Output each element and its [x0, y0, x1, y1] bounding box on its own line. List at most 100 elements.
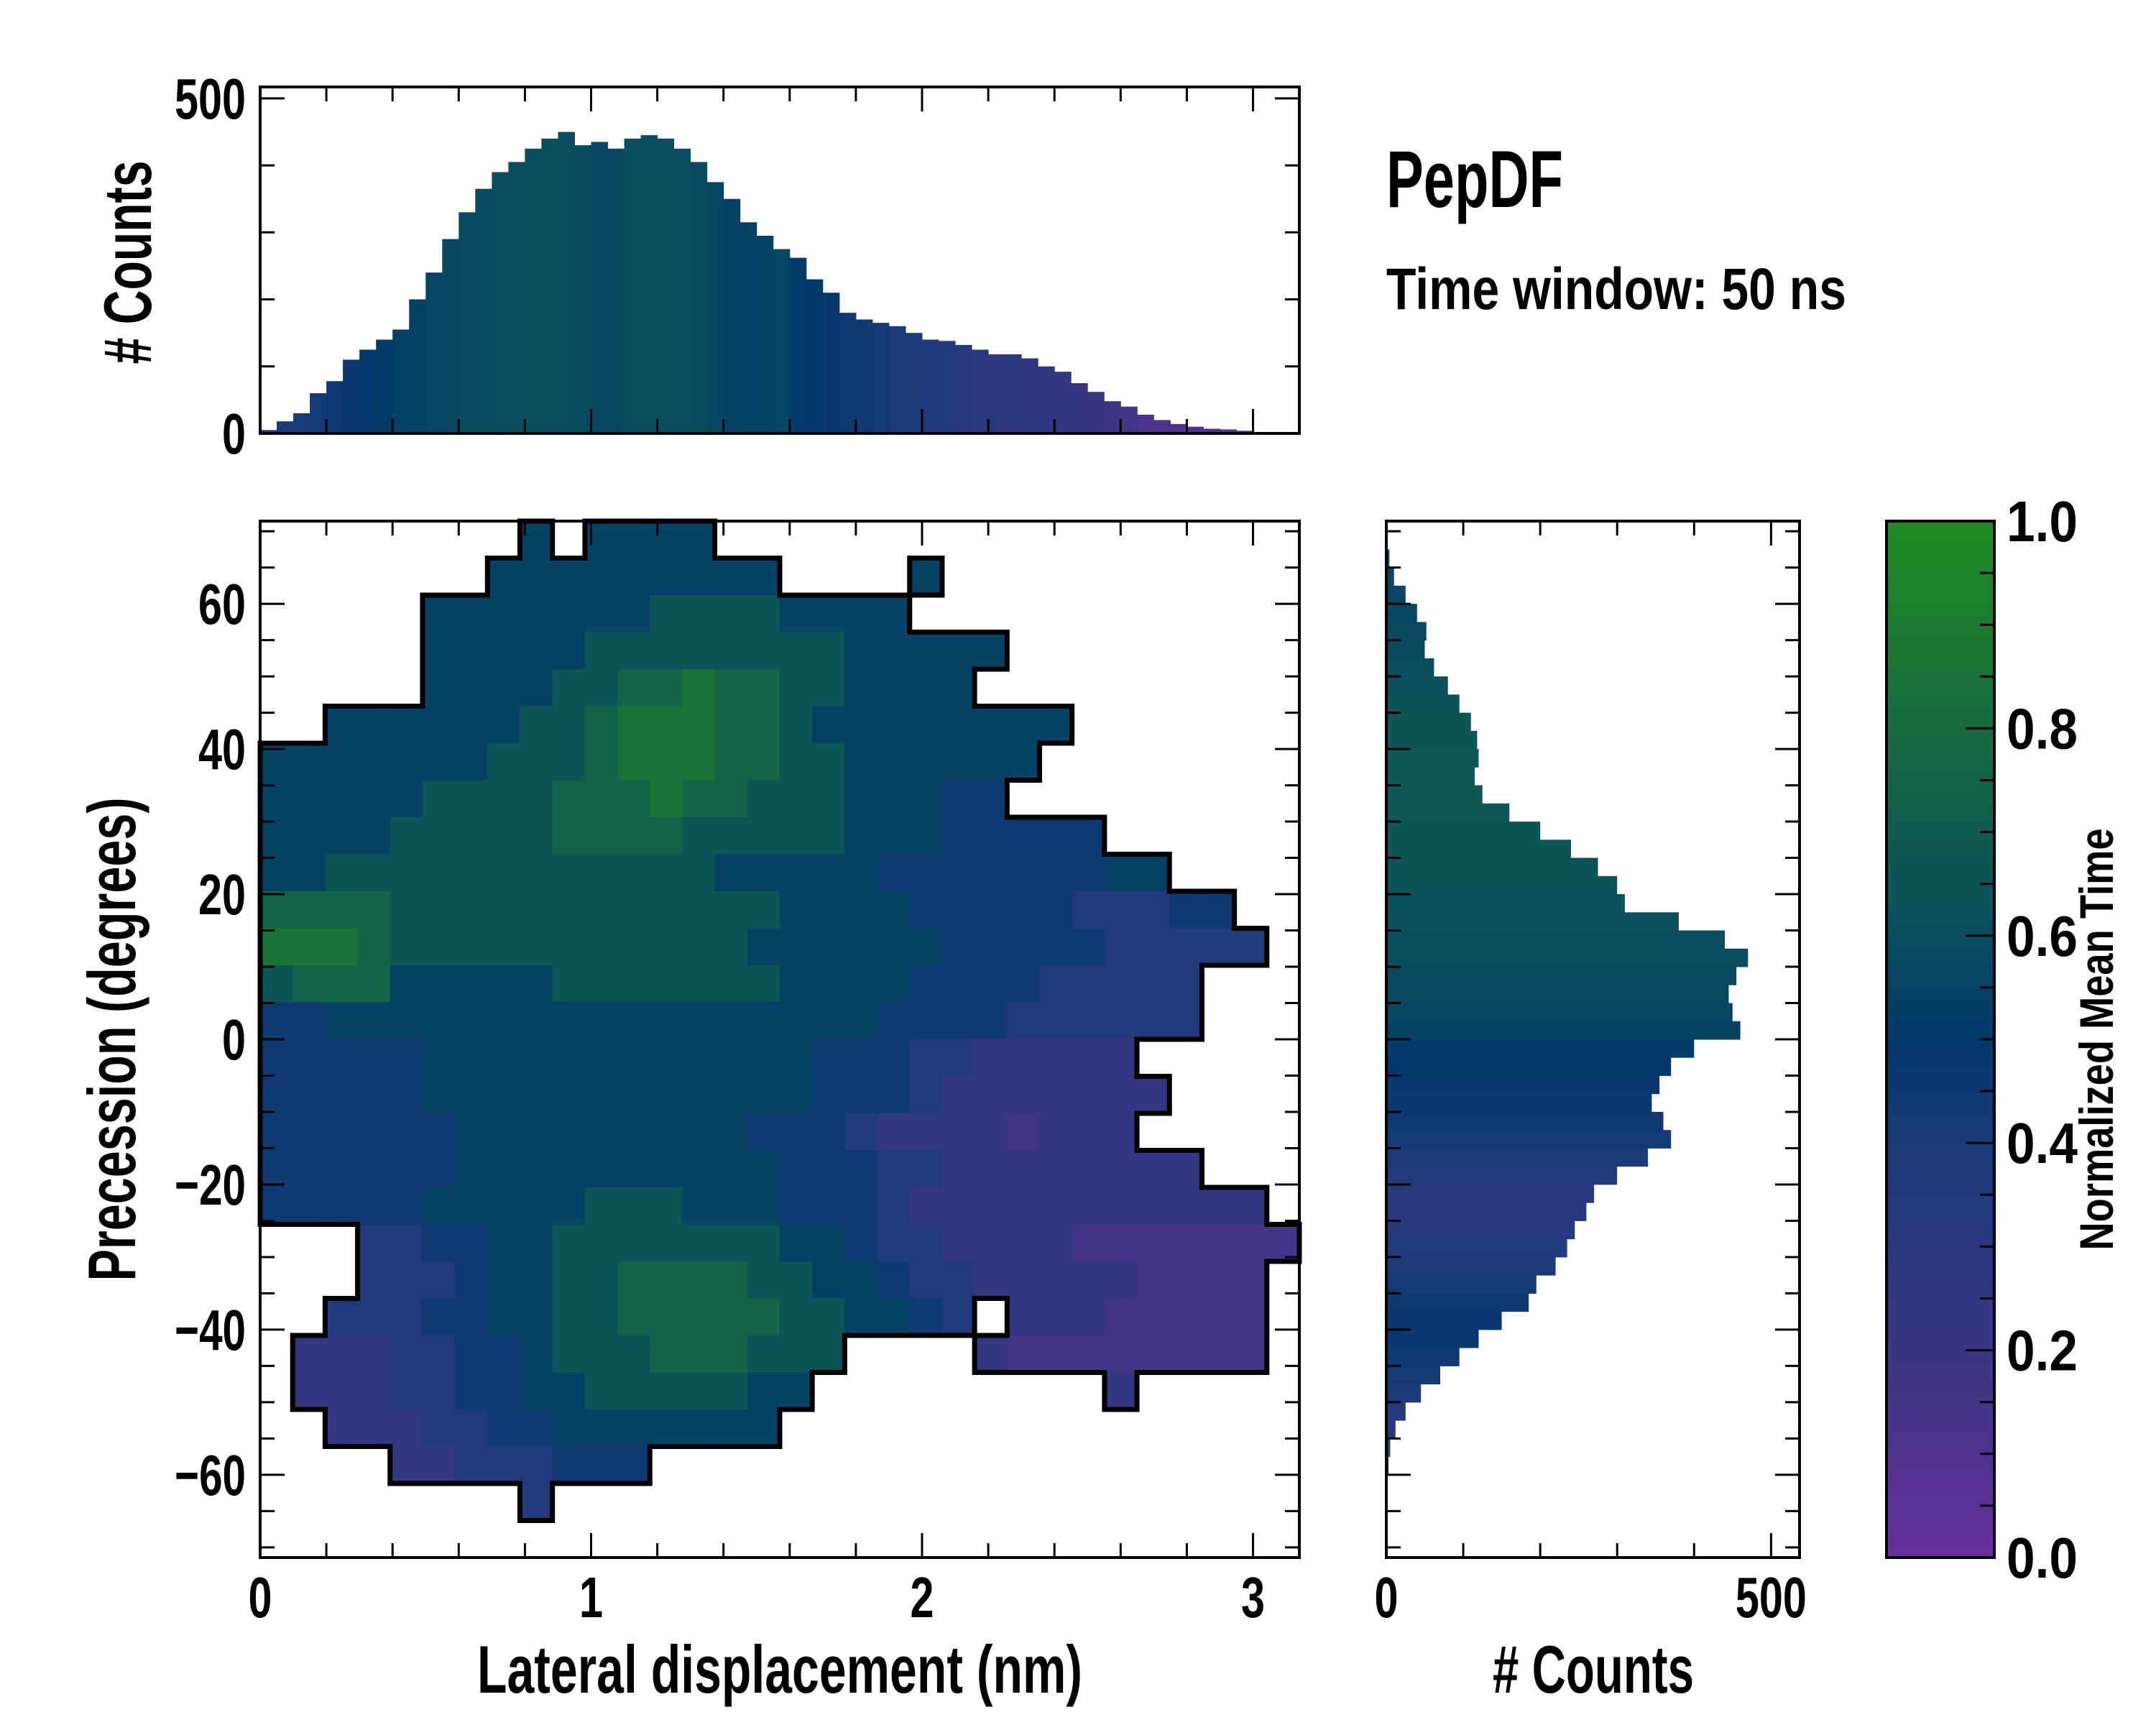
right-histogram-bar	[1386, 1112, 1664, 1131]
top-histogram-bar	[822, 293, 840, 433]
heatmap-cell	[260, 1039, 293, 1077]
heatmap-cell	[1007, 1002, 1041, 1040]
heatmap-cell	[1039, 891, 1073, 929]
heatmap-cell	[650, 595, 683, 633]
heatmap-cell	[617, 1224, 650, 1262]
heatmap-cell	[1202, 1298, 1235, 1336]
heatmap-cell	[844, 854, 878, 892]
heatmap-cell	[455, 965, 488, 1003]
colorbar-segment	[1886, 562, 1994, 574]
heatmap-cell	[747, 1372, 780, 1410]
heatmap-cell	[422, 1039, 456, 1077]
heatmap-cell	[909, 891, 943, 929]
heatmap-cell	[844, 1039, 878, 1077]
right-hist-x-tick-label: 500	[1736, 1565, 1807, 1629]
heatmap-cell	[812, 632, 845, 670]
heatmap-cell	[812, 1298, 845, 1336]
heatmap-cell	[520, 669, 553, 707]
heatmap-cell	[260, 965, 293, 1003]
heatmap-cell	[617, 1002, 650, 1040]
heatmap-cell	[682, 1261, 716, 1300]
heatmap-cell	[357, 965, 391, 1003]
heatmap-cell	[747, 1076, 780, 1114]
heatmap-cell	[1137, 891, 1170, 929]
heatmap-cell	[941, 891, 975, 929]
heatmap-cell	[357, 1224, 391, 1262]
top-histogram-bar	[906, 333, 923, 433]
top-histogram-bar	[740, 222, 757, 433]
heatmap-cell	[390, 1298, 423, 1336]
top-histogram-bar	[723, 198, 741, 433]
x-tick-label: 3	[1241, 1565, 1265, 1629]
heatmap-cell	[1007, 891, 1041, 929]
heatmap-cell	[584, 1298, 618, 1336]
colorbar-segment	[1886, 1122, 1994, 1133]
heatmap-cell	[325, 965, 359, 1003]
heatmap-cell	[422, 965, 456, 1003]
colorbar-segment	[1886, 770, 1994, 781]
heatmap-cell	[877, 891, 911, 929]
heatmap-cell	[1234, 1335, 1268, 1374]
heatmap-cell	[552, 1261, 586, 1300]
top-histogram-bar	[872, 323, 890, 433]
heatmap-cell	[650, 854, 683, 892]
colorbar-segment	[1886, 1340, 1994, 1351]
heatmap-cell	[1007, 743, 1041, 781]
heatmap-cell	[1007, 1187, 1041, 1225]
heatmap-cell	[390, 1113, 423, 1151]
top-histogram-bar	[1203, 428, 1220, 433]
heatmap-cell	[292, 891, 326, 929]
top-histogram-bar	[475, 188, 492, 433]
top-histogram-bar	[690, 162, 708, 433]
heatmap-cell	[325, 780, 359, 818]
heatmap-cell	[844, 1298, 878, 1336]
heatmap-cell	[325, 928, 359, 966]
heatmap-cell	[552, 1187, 586, 1225]
heatmap-cell	[812, 743, 845, 781]
heatmap-cell	[812, 928, 845, 966]
heatmap-cell	[909, 669, 943, 707]
heatmap-cell	[1234, 1261, 1268, 1300]
right-histogram-bar	[1386, 1275, 1537, 1294]
heatmap-cell	[487, 965, 521, 1003]
heatmap-cell	[552, 1446, 586, 1484]
right-histogram-bar	[1386, 1366, 1440, 1385]
heatmap-cell	[617, 521, 650, 559]
right-histogram-bar	[1386, 712, 1471, 732]
heatmap-cell	[422, 1335, 456, 1374]
right-histogram-bar	[1386, 948, 1749, 967]
heatmap-cell	[617, 632, 650, 670]
top-histogram-bar	[376, 339, 393, 433]
heatmap-cell	[1169, 1224, 1203, 1262]
heatmap-cell	[941, 1187, 975, 1225]
heatmap-cell	[357, 1409, 391, 1448]
heatmap-cell	[780, 1261, 813, 1300]
heatmap-cell	[520, 1446, 553, 1484]
right-histogram-bar	[1386, 967, 1737, 985]
top-histogram-bar	[1120, 406, 1138, 433]
heatmap-cell	[941, 632, 975, 670]
heatmap-cell	[584, 1039, 618, 1077]
heatmap-cell	[975, 1113, 1008, 1151]
heatmap-cell	[390, 891, 423, 929]
heatmap-cell	[747, 1261, 780, 1300]
right-histogram-bar	[1386, 585, 1406, 604]
colorbar-segment	[1886, 811, 1994, 822]
heatmap-cell	[650, 743, 683, 781]
heatmap-cell	[650, 1335, 683, 1374]
heatmap-cell	[390, 1002, 423, 1040]
heatmap-cell	[584, 1150, 618, 1188]
heatmap-cell	[1202, 891, 1235, 929]
heatmap-cell	[714, 1187, 748, 1225]
heatmap-cell	[520, 1484, 553, 1522]
heatmap-cell	[520, 854, 553, 892]
heatmap-cell	[1104, 1150, 1138, 1188]
heatmap-cell	[584, 1409, 618, 1448]
colorbar-segment	[1886, 1422, 1994, 1434]
heatmap-cell	[1137, 1187, 1170, 1225]
heatmap-cell	[975, 743, 1008, 781]
right-histogram-bar	[1386, 1348, 1460, 1366]
heatmap-cell	[617, 891, 650, 929]
heatmap-cell	[520, 743, 553, 781]
heatmap-cell	[812, 817, 845, 855]
